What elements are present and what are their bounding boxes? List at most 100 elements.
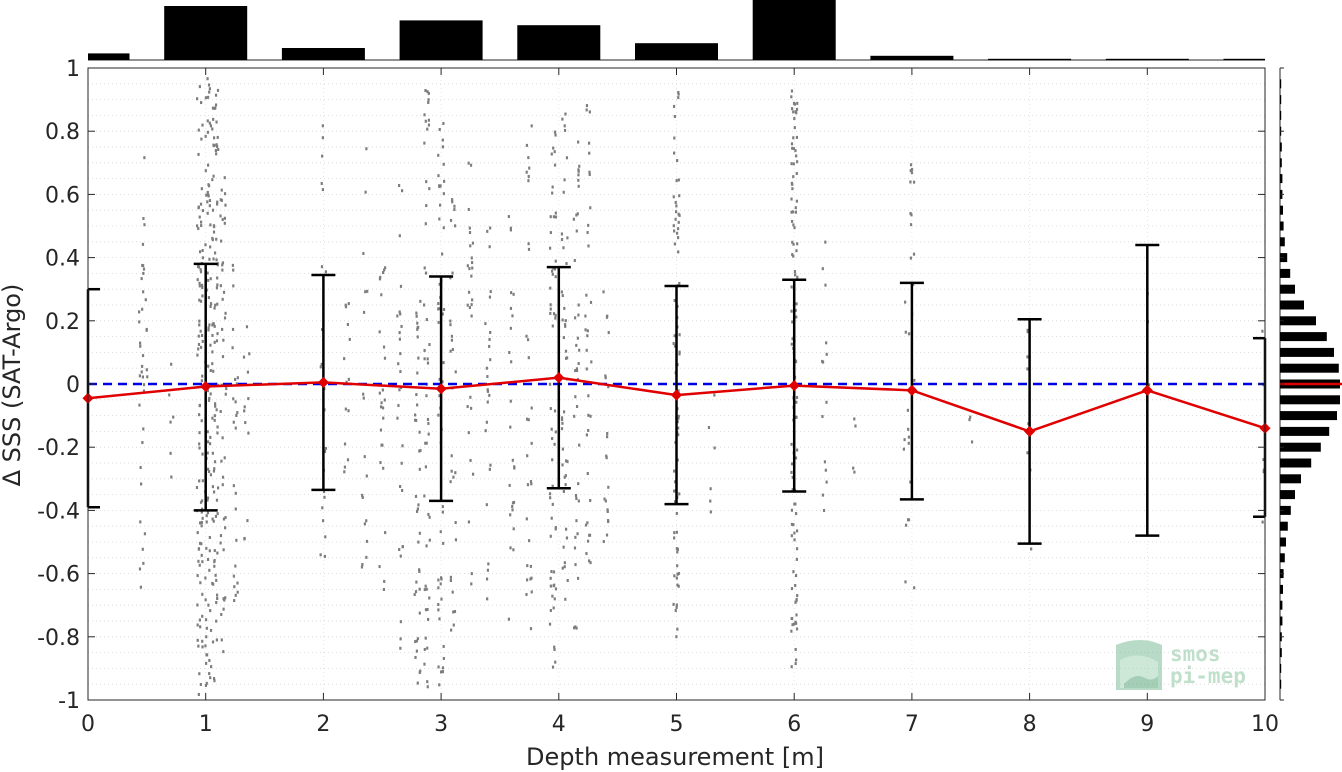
scatter-point xyxy=(530,482,533,486)
scatter-point xyxy=(589,561,592,565)
scatter-point xyxy=(561,447,565,451)
x-tick-label: 2 xyxy=(316,712,330,737)
scatter-point xyxy=(572,217,575,221)
scatter-point xyxy=(852,466,855,470)
scatter-point xyxy=(200,333,204,337)
right-histogram-bar xyxy=(1280,363,1339,373)
right-histogram-bar xyxy=(1280,316,1316,326)
scatter-point xyxy=(343,465,347,469)
scatter-point xyxy=(676,572,679,576)
scatter-point xyxy=(794,584,797,588)
scatter-point xyxy=(426,417,430,421)
scatter-point xyxy=(199,270,203,274)
top-histogram-bar xyxy=(88,53,130,60)
scatter-point xyxy=(792,570,795,574)
scatter-point xyxy=(381,406,385,410)
scatter-point xyxy=(551,324,554,328)
scatter-point xyxy=(214,303,217,307)
scatter-point xyxy=(794,600,797,604)
scatter-point xyxy=(441,510,444,514)
scatter-point xyxy=(442,541,445,545)
scatter-point xyxy=(904,580,907,584)
scatter-point xyxy=(508,351,511,355)
y-tick-label: 0.4 xyxy=(45,247,80,272)
scatter-point xyxy=(511,508,514,512)
scatter-point xyxy=(794,574,798,578)
scatter-point xyxy=(398,337,401,341)
scatter-point xyxy=(677,236,680,240)
scatter-point xyxy=(529,564,532,568)
scatter-point xyxy=(604,499,607,503)
scatter-point xyxy=(561,421,564,425)
scatter-point xyxy=(398,310,401,314)
scatter-point xyxy=(904,300,907,304)
scatter-point xyxy=(791,475,794,479)
scatter-point xyxy=(577,168,580,172)
scatter-point xyxy=(438,683,441,687)
scatter-point xyxy=(344,303,347,307)
scatter-point xyxy=(244,421,247,425)
scatter-point xyxy=(425,180,428,184)
scatter-point xyxy=(235,538,238,542)
scatter-point xyxy=(795,302,798,306)
scatter-point xyxy=(678,350,681,354)
scatter-point xyxy=(142,427,145,431)
scatter-point xyxy=(821,414,824,418)
scatter-point xyxy=(551,191,554,195)
scatter-point xyxy=(470,303,473,307)
scatter-point xyxy=(383,268,386,272)
scatter-point xyxy=(142,264,145,268)
scatter-point xyxy=(400,324,403,328)
scatter-point xyxy=(793,531,796,535)
scatter-point xyxy=(902,447,905,451)
scatter-point xyxy=(223,456,226,460)
scatter-point xyxy=(206,389,209,393)
scatter-point xyxy=(361,493,364,497)
scatter-point xyxy=(425,544,428,548)
scatter-point xyxy=(204,96,208,100)
scatter-point xyxy=(449,319,452,323)
scatter-point xyxy=(488,344,491,348)
scatter-point xyxy=(216,202,219,206)
scatter-point xyxy=(676,627,679,631)
scatter-point xyxy=(675,530,678,534)
scatter-point xyxy=(452,623,455,627)
scatter-point xyxy=(564,527,568,531)
mean-marker xyxy=(553,372,565,384)
scatter-point xyxy=(423,662,426,666)
scatter-point xyxy=(510,360,513,364)
scatter-point xyxy=(585,552,588,556)
scatter-point xyxy=(672,195,675,199)
scatter-point xyxy=(672,104,676,108)
scatter-point xyxy=(399,637,402,641)
scatter-point xyxy=(169,420,172,424)
scatter-point xyxy=(215,578,218,582)
scatter-point xyxy=(215,339,219,343)
scatter-point xyxy=(563,561,566,565)
scatter-point xyxy=(1261,329,1264,333)
scatter-point xyxy=(795,199,798,203)
scatter-point xyxy=(204,134,207,138)
scatter-point xyxy=(382,416,385,420)
scatter-point xyxy=(379,461,382,465)
x-tick-label: 6 xyxy=(787,712,801,737)
scatter-point xyxy=(222,338,225,342)
scatter-point xyxy=(201,639,204,643)
scatter-point xyxy=(565,536,569,540)
scatter-point xyxy=(825,341,828,345)
scatter-point xyxy=(586,472,589,476)
scatter-point xyxy=(219,541,222,545)
right-histogram-bar xyxy=(1280,648,1282,658)
scatter-point xyxy=(549,307,552,311)
scatter-point xyxy=(486,375,489,379)
scatter-point xyxy=(589,300,593,304)
x-tick-label: 1 xyxy=(199,712,213,737)
scatter-point xyxy=(424,222,427,226)
scatter-point xyxy=(365,539,369,543)
scatter-point xyxy=(794,502,797,506)
scatter-point xyxy=(707,426,711,430)
scatter-point xyxy=(423,303,426,307)
scatter-point xyxy=(222,597,225,601)
scatter-point xyxy=(321,188,325,192)
scatter-point xyxy=(678,281,681,285)
